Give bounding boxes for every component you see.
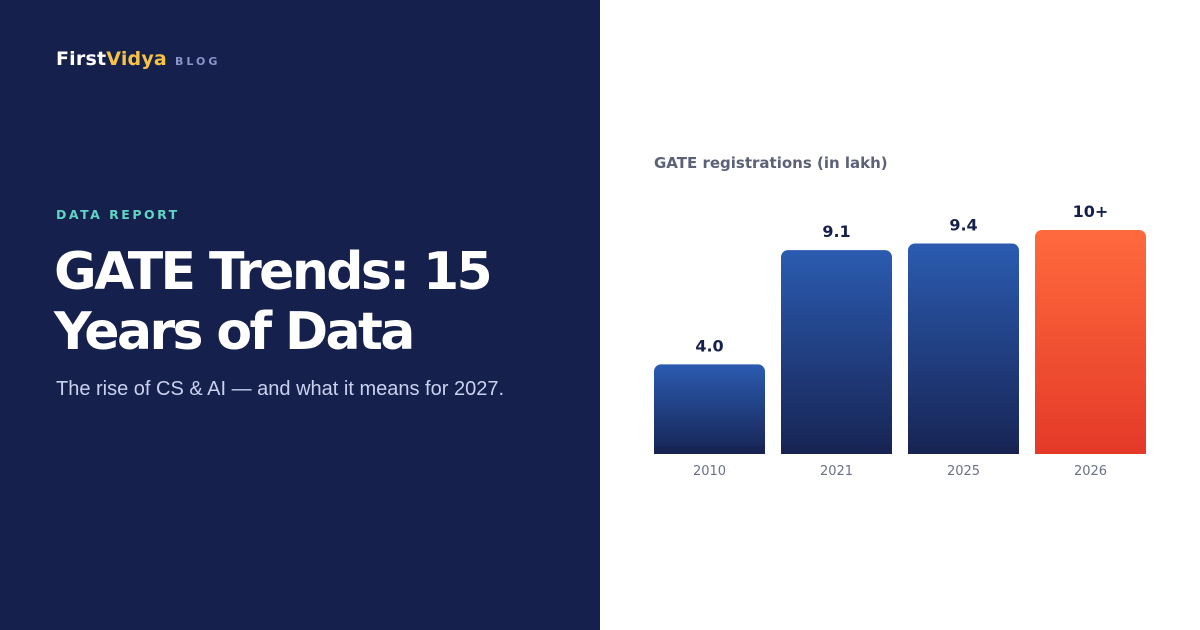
bar-base-2021: [781, 446, 892, 454]
data-label-2021: 9.1: [822, 222, 850, 241]
data-label-2026: 10+: [1073, 202, 1109, 221]
page-title-line-1: GATE Trends: 15: [54, 242, 493, 302]
data-label-2010: 4.0: [695, 336, 723, 355]
brand-name-first: First: [56, 48, 107, 70]
bars-layer: 4.0 2010 9.1 2021 9.4 2025 10+ 2026: [654, 202, 1146, 479]
bar-2021: [781, 250, 892, 454]
bar-2025: [908, 243, 1019, 454]
bar-base-2025: [908, 446, 1019, 454]
page-title: GATE Trends: 15 Years of Data: [54, 242, 574, 362]
x-tick-label-2021: 2021: [820, 464, 853, 479]
bar-chart: 4.0 2010 9.1 2021 9.4 2025 10+ 2026: [654, 202, 1146, 479]
x-tick-label-2010: 2010: [693, 464, 726, 479]
page-subtitle: The rise of CS & AI — and what it means …: [56, 378, 504, 400]
brand-logo[interactable]: First Vidya BLOG: [56, 48, 220, 70]
page-title-line-2: Years of Data: [54, 302, 415, 362]
brand-section-label: BLOG: [174, 55, 221, 68]
chart-title: GATE registrations (in lakh): [654, 154, 888, 172]
eyebrow-label: DATA REPORT: [56, 207, 180, 222]
brand-name-accent: Vidya: [106, 48, 167, 70]
bar-base-2026: [1035, 446, 1146, 454]
data-label-2025: 9.4: [949, 215, 977, 234]
x-tick-label-2026: 2026: [1074, 464, 1107, 479]
hero-panel: First Vidya BLOG DATA REPORT GATE Trends:…: [0, 0, 600, 630]
bar-base-2010: [654, 446, 765, 454]
bar-2010: [654, 364, 765, 454]
bar-2026: [1035, 230, 1146, 454]
x-tick-label-2025: 2025: [947, 464, 980, 479]
